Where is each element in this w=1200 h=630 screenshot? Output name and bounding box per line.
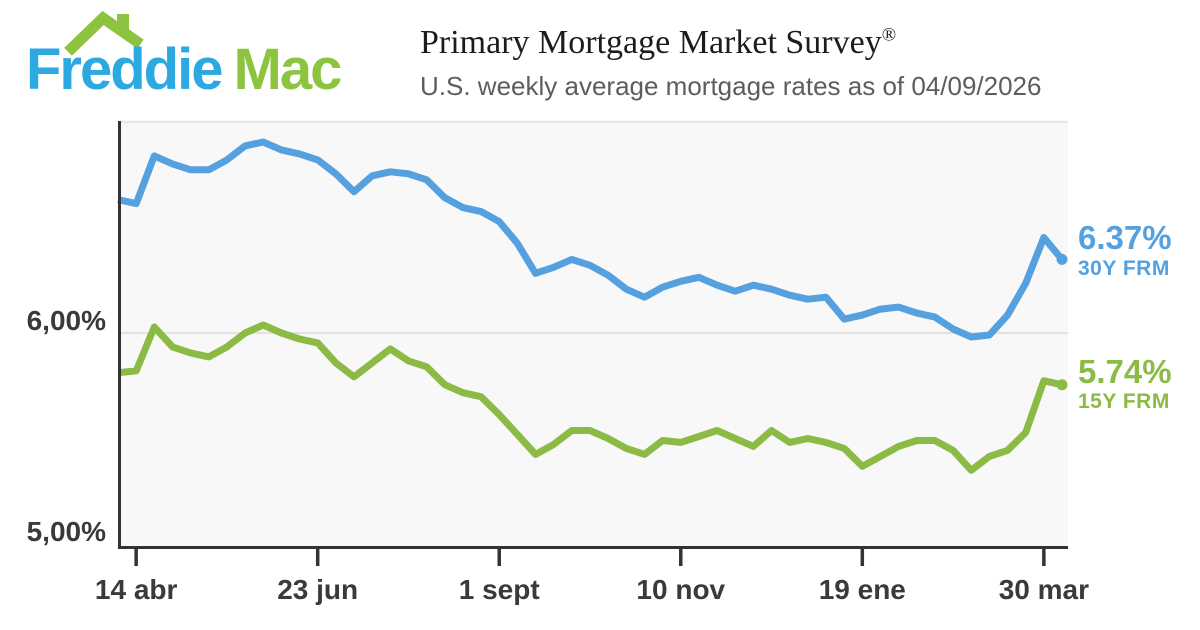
logo-word-freddie: Freddie bbox=[26, 37, 223, 102]
x-axis-label: 23 jun bbox=[277, 574, 359, 605]
x-axis-label: 10 nov bbox=[636, 574, 726, 605]
header: Primary Mortgage Market Survey® U.S. wee… bbox=[420, 24, 1041, 102]
registered-trademark-symbol: ® bbox=[881, 24, 897, 46]
freddie-mac-logo: Freddie Mac bbox=[26, 36, 343, 103]
x-axis: 14 abr 23 jun 1 sept 10 nov 19 ene 30 ma… bbox=[0, 574, 1200, 614]
15y-frm-line bbox=[117, 321, 1063, 474]
y-axis-line bbox=[118, 121, 121, 549]
page-subtitle: U.S. weekly average mortgage rates as of… bbox=[420, 71, 1042, 101]
freddie-mac-roof-icon bbox=[64, 10, 144, 56]
x-axis-line bbox=[118, 546, 1068, 549]
series-label-15y-frm: 15Y FRM bbox=[1078, 390, 1170, 413]
x-axis-label: 30 mar bbox=[998, 574, 1089, 605]
15y-frm-end-dot bbox=[1056, 379, 1068, 391]
rate-value-30y: 6.37% bbox=[1078, 219, 1172, 256]
rate-value-15y: 5.74% bbox=[1078, 353, 1172, 390]
30y-frm-line bbox=[117, 138, 1065, 341]
y-axis-label-6: 6,00% bbox=[26, 305, 106, 336]
series-label-30y-frm: 30Y FRM bbox=[1078, 257, 1170, 280]
y-axis-label-5: 5,00% bbox=[26, 516, 106, 547]
x-axis-label: 1 sept bbox=[458, 574, 540, 605]
page-title: Primary Mortgage Market Survey® bbox=[420, 24, 897, 61]
logo-word-mac: Mac bbox=[233, 37, 343, 102]
x-axis-label: 19 ene bbox=[818, 574, 906, 605]
30y-frm-end-dot bbox=[1056, 253, 1068, 265]
x-axis-label: 14 abr bbox=[94, 574, 178, 605]
